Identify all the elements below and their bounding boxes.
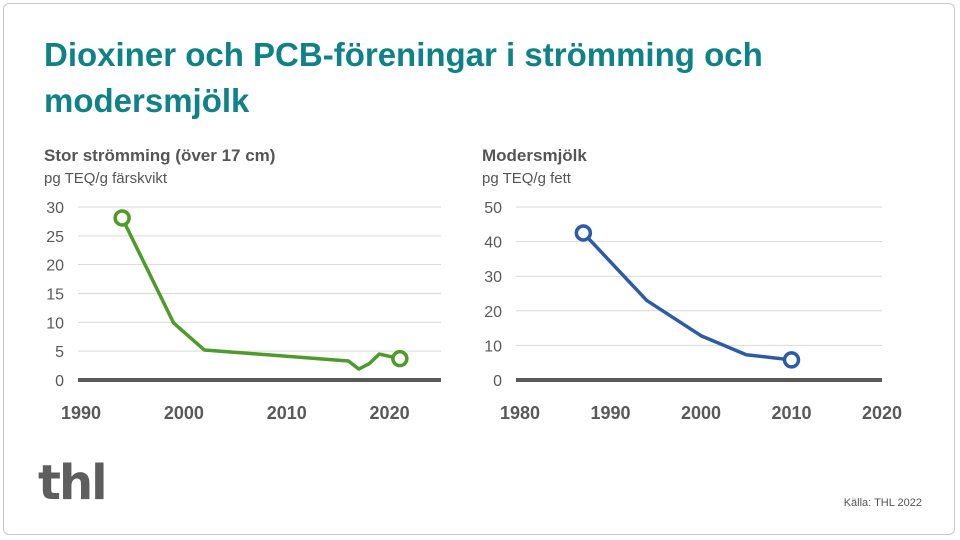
x-tick-label: 1990 [590, 403, 630, 423]
y-tick-label: 20 [46, 258, 64, 275]
chart-1: 0 10 20 30 40 50 1980 1990 2000 2010 2020 [484, 200, 902, 423]
chart-0: 0 5 10 15 20 25 30 1990 2000 2010 2020 [46, 200, 441, 423]
page-title: Dioxiner och PCB-föreningar i strömming … [44, 36, 763, 119]
x-tick-label: 2010 [771, 403, 811, 423]
series-line [582, 231, 792, 362]
data-point-marker [391, 349, 409, 368]
x-tick-label: 2020 [862, 403, 902, 423]
data-point-marker [782, 351, 801, 369]
chart-title-herring: Stor strömming (över 17 cm) [44, 146, 276, 165]
x-tick-label: 2000 [681, 403, 721, 423]
y-tick-label: 50 [484, 200, 502, 217]
source-note: Källa: THL 2022 [843, 497, 922, 509]
chart-unit-milk: pg TEQ/g fett [482, 170, 571, 187]
thl-logo: thl [38, 455, 108, 511]
y-tick-label: 30 [46, 200, 64, 217]
slide-frame [3, 3, 955, 535]
x-tick-label: 2000 [164, 403, 204, 423]
y-tick-label: 25 [46, 229, 64, 246]
y-tick-label: 0 [55, 373, 64, 390]
data-point-marker [113, 209, 131, 227]
x-tick-label: 1990 [61, 403, 101, 423]
x-tick-label: 2020 [370, 403, 410, 423]
y-tick-label: 15 [46, 287, 64, 304]
chart-unit-herring: pg TEQ/g färskvikt [44, 170, 168, 187]
y-tick-label: 20 [484, 304, 502, 321]
y-tick-label: 30 [484, 269, 502, 286]
y-tick-label: 10 [484, 338, 502, 355]
y-tick-label: 40 [484, 235, 502, 252]
series-line [120, 217, 401, 371]
x-tick-label: 2010 [267, 403, 307, 423]
x-tick-label: 1980 [500, 403, 540, 423]
y-tick-label: 0 [493, 373, 502, 390]
y-tick-label: 10 [46, 315, 64, 332]
data-point-marker [574, 224, 593, 242]
chart-title-milk: Modersmjölk [482, 146, 587, 165]
y-tick-label: 5 [55, 344, 64, 361]
